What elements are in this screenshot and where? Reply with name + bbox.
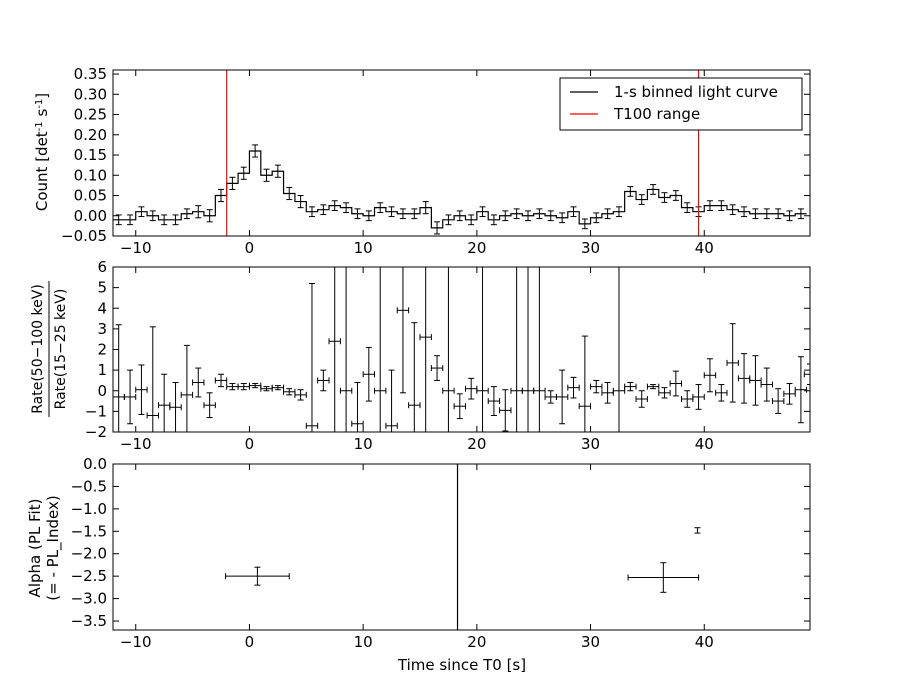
p3-ytick-label: −2.0 xyxy=(71,545,107,563)
legend-label-t100: T100 range xyxy=(613,105,700,123)
p2-ytick-label: 6 xyxy=(97,258,107,276)
p2-ytick-label: 3 xyxy=(97,320,107,338)
p3-xtick-label: 20 xyxy=(467,633,486,651)
alpha-panel: −10 0 10 20 30 40 0.0 −0.5 −1.0 −1.5 −2.0 −2.5 −3.0 −… xyxy=(26,455,811,674)
legend-box xyxy=(559,77,803,131)
p1-ytick-label: 0.10 xyxy=(74,166,107,184)
p1-ytick-label: 0.05 xyxy=(74,187,107,205)
p1-xtick-label: 20 xyxy=(467,239,486,257)
hardness-ratio-ylabel-numerator: Rate(50−100 keV) xyxy=(30,284,46,414)
p2-xtick-label: 0 xyxy=(245,435,255,453)
hardness-ratio-ylabel-denominator: Rate(15−25 keV) xyxy=(53,289,69,410)
p2-ytick-label: 0 xyxy=(97,382,107,400)
p2-xtick-label: 30 xyxy=(581,435,600,453)
p3-ytick-label: −1.0 xyxy=(71,500,107,518)
p1-ytick-label: 0.00 xyxy=(74,207,107,225)
p3-ytick-label: −2.5 xyxy=(71,567,107,585)
p1-xtick-label: −10 xyxy=(120,239,152,257)
p2-xtick-label: 20 xyxy=(467,435,486,453)
p3-ytick-label: −1.5 xyxy=(71,522,107,540)
p1-xtick-label: 10 xyxy=(354,239,373,257)
light-curve-axes: −10 0 10 20 30 40 −0.05 0.00 0.05 0.10 0.15 0.20 0.2… xyxy=(61,65,811,257)
light-curve-ylabel: Count [det-1 s-1] xyxy=(33,93,51,211)
alpha-plot-area xyxy=(225,464,701,630)
x-axis-label: Time since T0 [s] xyxy=(397,656,526,674)
p2-ytick-label: −1 xyxy=(85,402,107,420)
light-curve-panel: −10 0 10 20 30 40 −0.05 0.00 0.05 0.10 0.15 0.20 0.2… xyxy=(33,65,811,257)
p2-ytick-label: 5 xyxy=(97,279,107,297)
p2-ytick-label: −2 xyxy=(85,423,107,441)
p1-ytick-label: 0.30 xyxy=(74,85,107,103)
p3-ytick-label: −0.5 xyxy=(71,477,107,495)
legend: 1-s binned light curve T100 range xyxy=(559,77,803,131)
p3-ytick-label: −3.5 xyxy=(71,612,107,630)
p1-ytick-label: 0.20 xyxy=(74,126,107,144)
p2-xtick-label: −10 xyxy=(120,435,152,453)
p2-ytick-label: 4 xyxy=(97,299,107,317)
p3-xtick-label: −10 xyxy=(120,633,152,651)
p3-xtick-label: 30 xyxy=(581,633,600,651)
p3-frame xyxy=(112,463,811,631)
p1-xtick-label: 30 xyxy=(581,239,600,257)
p3-xtick-label: 10 xyxy=(354,633,373,651)
p3-xtick-label: 40 xyxy=(695,633,714,651)
alpha-ylabel-line1: Alpha (PL Fit) xyxy=(26,499,44,598)
p2-xtick-label: 10 xyxy=(354,435,373,453)
p3-xtick-label: 0 xyxy=(245,633,255,651)
p1-ytick-label: 0.35 xyxy=(74,65,107,83)
p1-xtick-label: 40 xyxy=(695,239,714,257)
hardness-ratio-ylabel: Rate(50−100 keV) Rate(15−25 keV) xyxy=(30,281,69,417)
p2-ytick-label: 1 xyxy=(97,361,107,379)
p2-ytick-label: 2 xyxy=(97,341,107,359)
p3-ytick-label: −3.0 xyxy=(71,590,107,608)
p1-ytick-label: 0.25 xyxy=(74,106,107,124)
hardness-ratio-plot-area xyxy=(113,267,810,432)
light-curve-plot-area xyxy=(113,70,807,236)
p1-ytick-label: −0.05 xyxy=(61,227,107,245)
p1-frame xyxy=(112,69,811,237)
p1-ytick-label: 0.15 xyxy=(74,146,107,164)
p2-xtick-label: 40 xyxy=(695,435,714,453)
p1-xtick-label: 0 xyxy=(245,239,255,257)
alpha-axes: −10 0 10 20 30 40 0.0 −0.5 −1.0 −1.5 −2.0 −2.5 −3.0 −… xyxy=(71,455,811,651)
legend-label-light-curve: 1-s binned light curve xyxy=(614,83,778,101)
p3-ytick-label: 0.0 xyxy=(83,455,107,473)
alpha-ylabel-line2: (= - PL_Index) xyxy=(44,495,63,600)
